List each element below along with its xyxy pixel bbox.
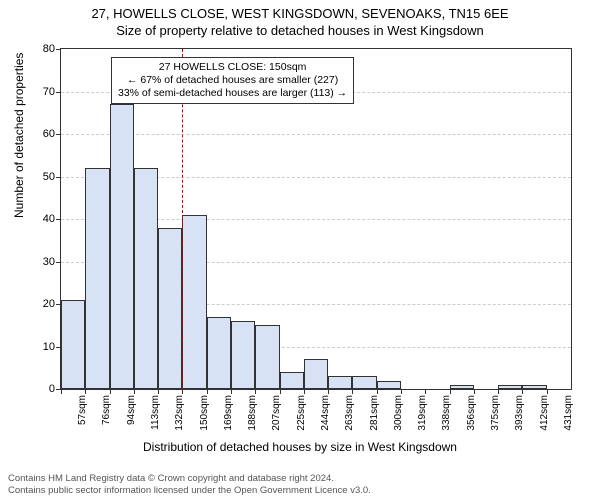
x-tick-mark bbox=[85, 389, 86, 394]
histogram-bar bbox=[61, 300, 85, 389]
y-axis-label: Number of detached properties bbox=[12, 53, 26, 218]
y-tick-label: 50 bbox=[43, 171, 55, 183]
x-tick-mark bbox=[425, 389, 426, 394]
annotation-line-3: 33% of semi-detached houses are larger (… bbox=[118, 87, 347, 100]
annotation-line-1: 27 HOWELLS CLOSE: 150sqm bbox=[118, 61, 347, 74]
x-tick-mark bbox=[377, 389, 378, 394]
x-tick-label: 356sqm bbox=[466, 395, 477, 431]
histogram-bar bbox=[377, 381, 401, 390]
histogram-bar bbox=[158, 228, 182, 390]
y-tick-label: 10 bbox=[43, 341, 55, 353]
plot-area: 27 HOWELLS CLOSE: 150sqm ← 67% of detach… bbox=[60, 48, 572, 390]
histogram-bar bbox=[522, 385, 546, 389]
x-tick-mark bbox=[522, 389, 523, 394]
histogram-bar bbox=[450, 385, 474, 389]
histogram-bar bbox=[207, 317, 231, 389]
histogram-bar bbox=[134, 168, 158, 389]
x-tick-label: 169sqm bbox=[223, 395, 234, 431]
footer-line-2: Contains public sector information licen… bbox=[8, 485, 371, 496]
x-tick-mark bbox=[280, 389, 281, 394]
x-tick-label: 150sqm bbox=[199, 395, 210, 431]
x-tick-label: 132sqm bbox=[174, 395, 185, 431]
x-tick-mark bbox=[158, 389, 159, 394]
x-tick-label: 225sqm bbox=[296, 395, 307, 431]
chart-subtitle: Size of property relative to detached ho… bbox=[0, 23, 600, 38]
chart-title: 27, HOWELLS CLOSE, WEST KINGSDOWN, SEVEN… bbox=[0, 0, 600, 21]
x-tick-mark bbox=[207, 389, 208, 394]
x-tick-label: 375sqm bbox=[490, 395, 501, 431]
x-tick-mark bbox=[352, 389, 353, 394]
x-tick-label: 244sqm bbox=[320, 395, 331, 431]
histogram-bar bbox=[498, 385, 522, 389]
x-tick-label: 94sqm bbox=[126, 395, 137, 425]
histogram-bar bbox=[328, 376, 352, 389]
histogram-chart: 27, HOWELLS CLOSE, WEST KINGSDOWN, SEVEN… bbox=[0, 0, 600, 500]
x-tick-label: 300sqm bbox=[393, 395, 404, 431]
x-axis-label: Distribution of detached houses by size … bbox=[0, 440, 600, 454]
x-tick-mark bbox=[328, 389, 329, 394]
x-tick-label: 431sqm bbox=[563, 395, 574, 431]
x-tick-mark bbox=[61, 389, 62, 394]
annotation-line-2: ← 67% of detached houses are smaller (22… bbox=[118, 74, 347, 87]
x-tick-label: 76sqm bbox=[101, 395, 112, 425]
histogram-bar bbox=[280, 372, 304, 389]
y-tick-label: 70 bbox=[43, 86, 55, 98]
y-tick-label: 20 bbox=[43, 298, 55, 310]
histogram-bar bbox=[255, 325, 279, 389]
histogram-bar bbox=[304, 359, 328, 389]
x-tick-mark bbox=[231, 389, 232, 394]
histogram-bar bbox=[182, 215, 206, 389]
x-tick-mark bbox=[304, 389, 305, 394]
histogram-bar bbox=[231, 321, 255, 389]
grid-line bbox=[61, 134, 571, 135]
histogram-bar bbox=[110, 104, 134, 389]
x-tick-mark bbox=[474, 389, 475, 394]
histogram-bar bbox=[85, 168, 109, 389]
y-tick-label: 80 bbox=[43, 43, 55, 55]
histogram-bar bbox=[352, 376, 376, 389]
x-tick-mark bbox=[498, 389, 499, 394]
x-tick-label: 188sqm bbox=[247, 395, 258, 431]
x-tick-mark bbox=[255, 389, 256, 394]
x-tick-label: 57sqm bbox=[77, 395, 88, 425]
x-tick-mark bbox=[134, 389, 135, 394]
x-tick-mark bbox=[547, 389, 548, 394]
x-tick-label: 113sqm bbox=[150, 395, 161, 430]
y-tick-label: 40 bbox=[43, 213, 55, 225]
x-tick-label: 338sqm bbox=[441, 395, 452, 431]
x-tick-mark bbox=[110, 389, 111, 394]
footer-attribution: Contains HM Land Registry data © Crown c… bbox=[8, 473, 371, 496]
annotation-box: 27 HOWELLS CLOSE: 150sqm ← 67% of detach… bbox=[111, 57, 354, 104]
x-tick-mark bbox=[450, 389, 451, 394]
x-tick-label: 393sqm bbox=[514, 395, 525, 431]
y-tick-label: 60 bbox=[43, 128, 55, 140]
x-tick-label: 207sqm bbox=[271, 395, 282, 431]
x-tick-label: 412sqm bbox=[539, 395, 550, 431]
x-tick-label: 281sqm bbox=[369, 395, 380, 431]
y-tick-label: 30 bbox=[43, 256, 55, 268]
y-tick-label: 0 bbox=[49, 383, 55, 395]
x-tick-mark bbox=[182, 389, 183, 394]
y-tick-mark bbox=[56, 49, 61, 50]
x-tick-label: 263sqm bbox=[344, 395, 355, 431]
x-tick-mark bbox=[401, 389, 402, 394]
x-tick-label: 319sqm bbox=[417, 395, 428, 431]
footer-line-1: Contains HM Land Registry data © Crown c… bbox=[8, 473, 371, 484]
